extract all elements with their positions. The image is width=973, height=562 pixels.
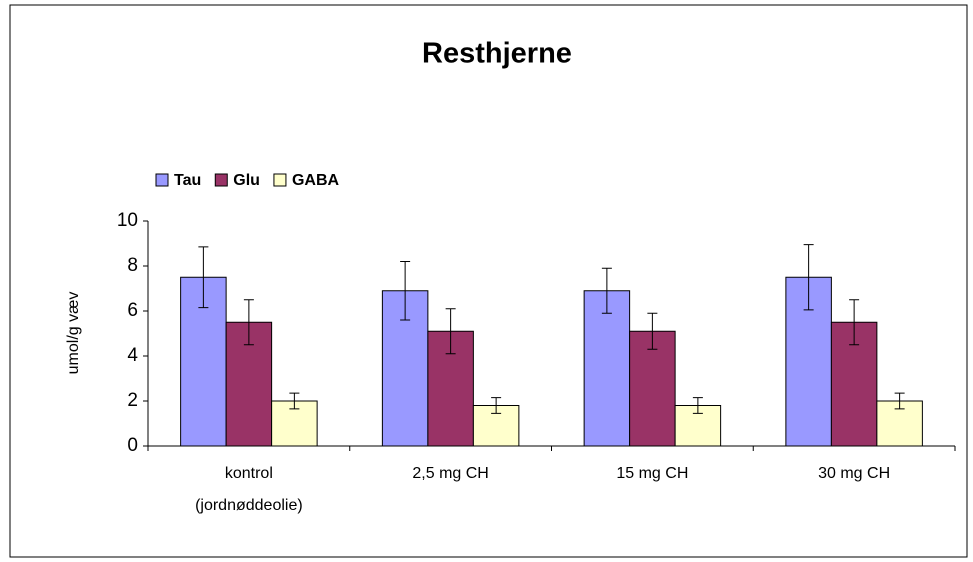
error-bar xyxy=(601,267,612,314)
chart-title: Resthjerne xyxy=(422,38,572,70)
x-tick-label: 15 mg CH xyxy=(616,465,688,482)
error-bar xyxy=(198,246,209,309)
legend-swatch xyxy=(273,173,287,187)
y-tick-label: 2 xyxy=(127,390,138,411)
y-tick-label: 8 xyxy=(127,255,138,276)
error-bar xyxy=(445,308,456,355)
error-bar xyxy=(894,392,905,410)
legend-label: GABA xyxy=(292,172,340,189)
legend-label: Tau xyxy=(174,172,201,189)
x-tick-label: 2,5 mg CH xyxy=(412,465,488,482)
legend-label: Glu xyxy=(233,172,260,189)
y-axis-label: umol/g væv xyxy=(65,292,82,375)
error-bar xyxy=(803,244,814,311)
legend-swatch xyxy=(214,173,228,187)
error-bar xyxy=(400,261,411,321)
error-bar xyxy=(647,312,658,350)
error-bar xyxy=(491,397,502,414)
error-bar xyxy=(849,299,860,346)
y-tick-label: 0 xyxy=(127,435,138,456)
y-tick-label: 6 xyxy=(127,300,138,321)
error-bar xyxy=(692,397,703,414)
y-tick-label: 10 xyxy=(117,210,138,231)
legend-swatch xyxy=(155,173,169,187)
bar xyxy=(629,330,676,447)
x-tick-label: kontrol (jordnøddeolie) xyxy=(195,465,303,514)
y-tick-label: 4 xyxy=(127,345,138,366)
error-bar xyxy=(243,299,254,346)
x-tick-label: 30 mg CH xyxy=(818,465,890,482)
bar xyxy=(583,290,631,447)
error-bar xyxy=(289,392,300,410)
